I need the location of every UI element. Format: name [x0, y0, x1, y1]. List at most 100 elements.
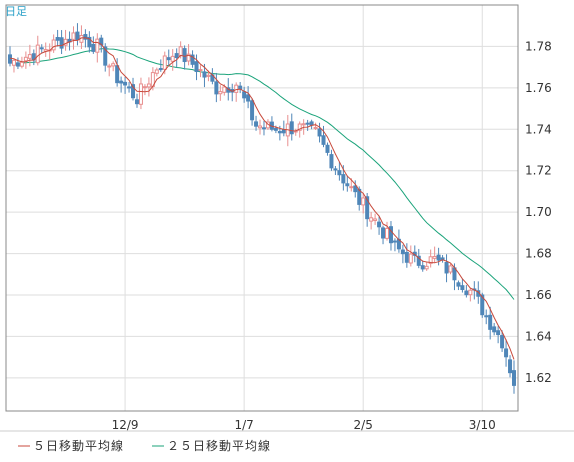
candle-body: [464, 290, 469, 296]
y-tick-label: 1.68: [525, 247, 552, 261]
candle-body: [349, 186, 354, 189]
candle-body: [123, 81, 128, 86]
candle-body: [381, 227, 386, 239]
candle-body: [480, 294, 485, 316]
candle-body: [258, 125, 263, 129]
y-axis: 1.62 1.64 1.66 1.68 1.70 1.72 1.74 1.76 1.78: [525, 39, 552, 384]
candle-body: [234, 84, 239, 93]
legend: ５日移動平均線 ２５日移動平均線: [18, 438, 271, 453]
candle-body: [131, 84, 136, 99]
candle-body: [504, 348, 509, 358]
candle-body: [59, 37, 64, 49]
candle-body: [146, 83, 151, 88]
candle-body: [345, 183, 350, 187]
candle-body: [321, 135, 326, 145]
candle-body: [512, 370, 516, 386]
candle-body: [436, 254, 441, 261]
candle-body: [202, 71, 207, 78]
y-tick-label: 1.64: [525, 329, 552, 343]
x-tick-label: 3/10: [469, 418, 496, 432]
candle-body: [115, 65, 120, 84]
ma5-line: [9, 37, 515, 360]
candle-body: [388, 226, 393, 244]
candle-body: [254, 121, 259, 127]
candle-body: [250, 100, 255, 121]
candle-body: [15, 62, 20, 67]
candle-body: [170, 55, 175, 62]
candle-body: [182, 48, 187, 63]
candle-body: [83, 34, 88, 40]
candle-body: [373, 218, 378, 221]
candle-body: [138, 83, 143, 105]
candle-body: [39, 47, 44, 50]
candle-body: [127, 86, 132, 89]
candle-body: [35, 44, 40, 64]
candle-body: [103, 46, 108, 66]
candle-body: [357, 188, 362, 205]
legend-label: ２５日移動平均線: [167, 438, 271, 453]
y-tick-label: 1.62: [525, 371, 552, 385]
candle-body: [309, 121, 314, 126]
candle-body: [194, 61, 199, 73]
candle-body: [404, 251, 409, 263]
legend-label: ５日移動平均線: [33, 438, 124, 453]
candle-body: [214, 81, 219, 95]
candle-body: [23, 56, 28, 62]
candle-body: [329, 154, 334, 169]
candle-body: [460, 285, 465, 291]
candle-body: [341, 174, 346, 184]
candles-layer: [8, 23, 516, 394]
candle-body: [206, 74, 211, 77]
candle-body: [27, 54, 32, 59]
candle-body: [325, 144, 330, 153]
x-axis: 12/9 1/7 2/5 3/10: [112, 418, 496, 432]
candle-body: [71, 32, 76, 40]
candle-body: [190, 54, 195, 65]
candle-body: [246, 94, 251, 102]
candle-body: [8, 54, 12, 64]
candle-body: [91, 43, 96, 52]
candle-body: [51, 39, 56, 51]
candle-body: [361, 197, 366, 206]
candle-body: [432, 256, 437, 259]
candle-body: [500, 335, 505, 349]
candle-body: [261, 127, 266, 130]
candle-body: [119, 80, 124, 84]
candle-body: [333, 168, 338, 171]
candle-body: [385, 227, 390, 239]
y-tick-label: 1.76: [525, 81, 552, 95]
candle-body: [11, 59, 16, 66]
candle-body: [273, 128, 278, 131]
candle-body: [55, 37, 60, 41]
y-tick-label: 1.70: [525, 205, 552, 219]
candle-body: [289, 121, 294, 135]
candle-body: [408, 253, 413, 264]
candle-body: [297, 123, 302, 131]
x-tick-label: 12/9: [112, 418, 139, 432]
candle-body: [392, 240, 397, 243]
candle-body: [111, 63, 116, 67]
candle-body: [369, 217, 374, 222]
candle-body: [242, 91, 247, 99]
candle-body: [222, 86, 227, 93]
candle-body: [238, 85, 243, 90]
plot-frame: [5, 4, 519, 412]
candle-body: [301, 123, 306, 126]
y-tick-label: 1.78: [525, 39, 552, 53]
candle-body: [492, 326, 497, 333]
candle-body: [400, 249, 405, 255]
candle-body: [142, 86, 147, 89]
y-tick-label: 1.72: [525, 164, 552, 178]
candle-body: [416, 255, 421, 266]
candle-body: [365, 196, 370, 220]
candle-body: [313, 126, 318, 129]
candle-body: [444, 261, 449, 274]
candle-body: [337, 170, 342, 176]
candle-body: [281, 129, 286, 134]
candle-body: [162, 55, 167, 70]
candle-body: [63, 38, 68, 46]
candle-body: [166, 57, 171, 61]
candle-body: [317, 128, 322, 137]
candle-body: [496, 330, 501, 336]
